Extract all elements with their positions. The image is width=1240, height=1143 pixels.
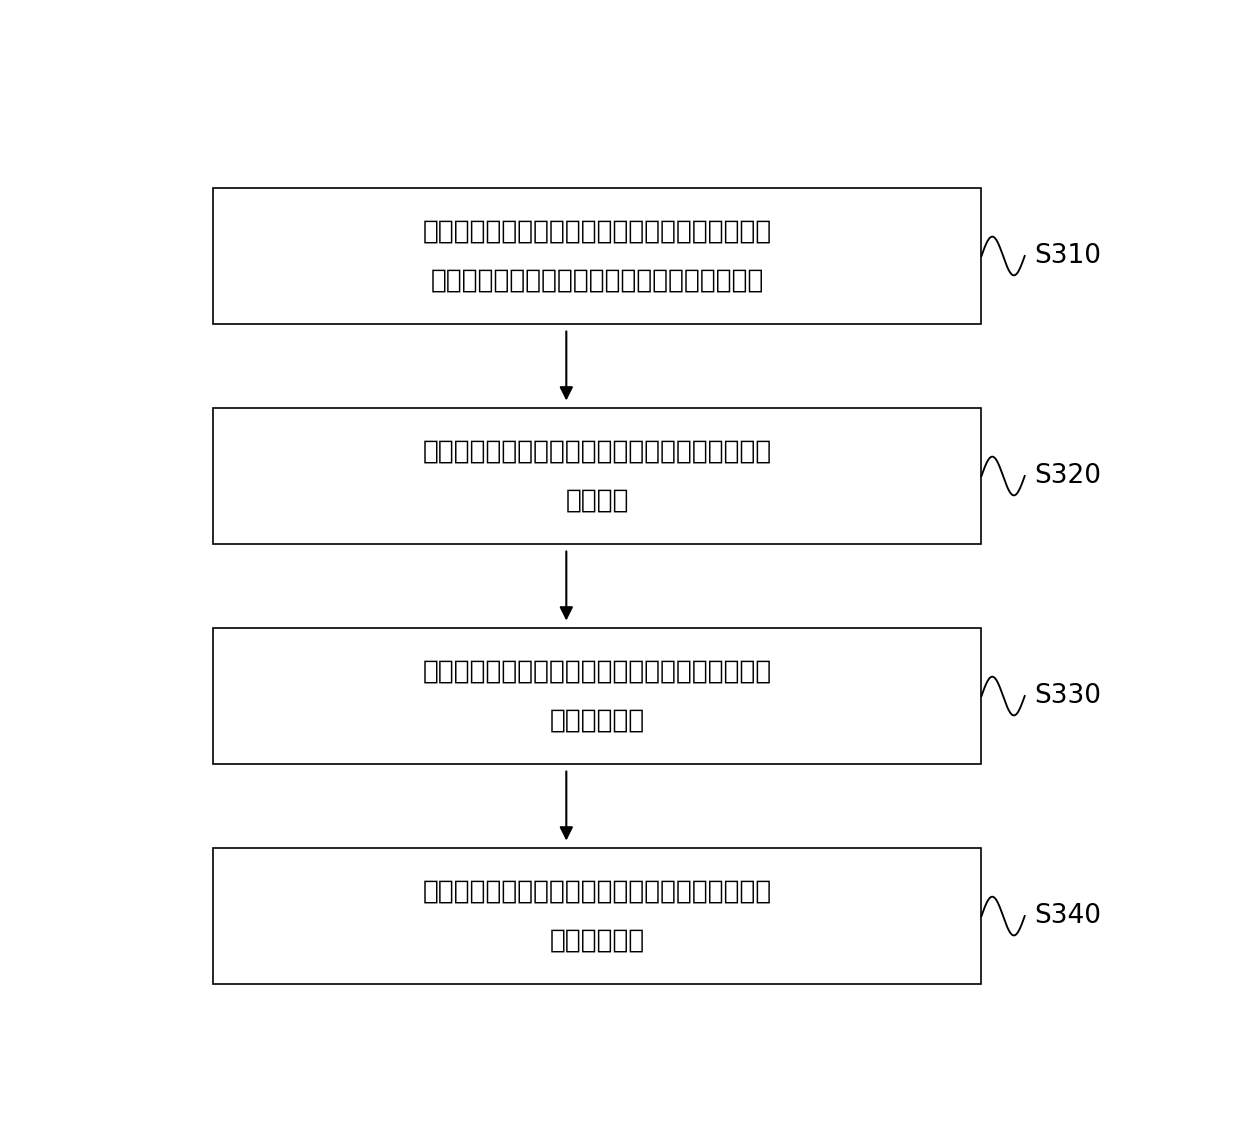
Text: S340: S340: [1034, 903, 1101, 929]
Text: 根据所述标签组的流量区分度，确定所述标签组是: 根据所述标签组的流量区分度，确定所述标签组是: [423, 658, 771, 685]
Text: 数据中统计所述标签组内各标签的展示代价数据: 数据中统计所述标签组内各标签的展示代价数据: [430, 267, 764, 294]
Text: 根据所述各标签的展示代价数据，确定标签组的流: 根据所述各标签的展示代价数据，确定标签组的流: [423, 439, 771, 464]
Text: 进行信息展示: 进行信息展示: [549, 928, 645, 953]
Bar: [213, 848, 982, 984]
Bar: [213, 408, 982, 544]
Text: S320: S320: [1034, 463, 1101, 489]
Text: S330: S330: [1034, 684, 1101, 709]
Text: S310: S310: [1034, 243, 1101, 269]
Bar: [213, 628, 982, 765]
Bar: [213, 187, 982, 325]
Text: 量区分度: 量区分度: [565, 488, 629, 513]
Text: 根据所述标签组确定目标人群，并对所述目标人群: 根据所述标签组确定目标人群，并对所述目标人群: [423, 879, 771, 904]
Text: 若存在标签组需要进行流量区分度计算，则在样本: 若存在标签组需要进行流量区分度计算，则在样本: [423, 218, 771, 245]
Text: 否具有差异性: 否具有差异性: [549, 708, 645, 734]
